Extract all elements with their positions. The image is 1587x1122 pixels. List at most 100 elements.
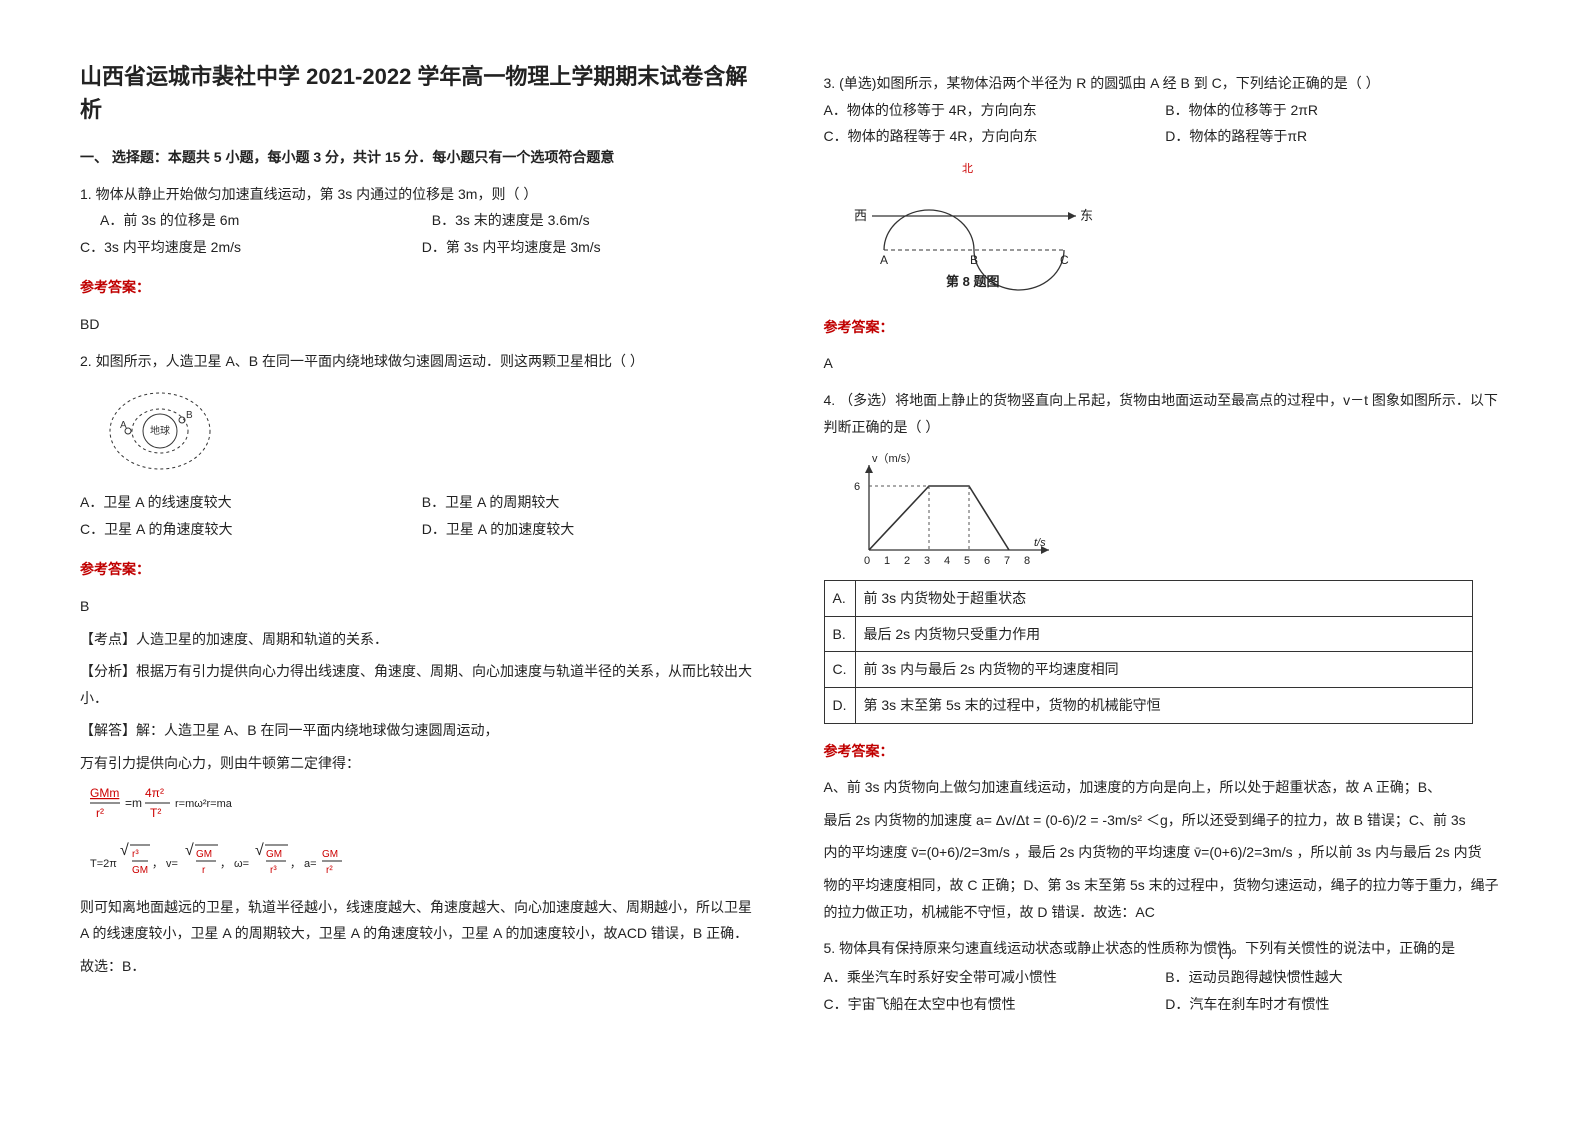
svg-text:r=mω²r=ma: r=mω²r=ma [175, 798, 233, 810]
svg-text:r³: r³ [270, 865, 277, 876]
q4-answer-label: 参考答案： [824, 738, 1508, 765]
q4-stem: 4. （多选）将地面上静止的货物竖直向上吊起，货物由地面运动至最高点的过程中，v… [824, 387, 1508, 440]
q2-opt-c: C．卫星 A 的角速度较大 [80, 516, 422, 543]
q3-opt-b: B．物体的位移等于 2πR [1165, 97, 1507, 124]
q2-jieda-3: 则可知离地面越远的卫星，轨道半径越小，线速度越大、角速度越大、向心加速度越大、周… [80, 894, 764, 947]
svg-text:r³: r³ [132, 849, 139, 860]
q3-opt-c: C．物体的路程等于 4R，方向向东 [824, 123, 1166, 150]
q2-jieda-4: 故选：B． [80, 953, 764, 980]
q3-figure: 北 西 东 A B C 第 8 题图 [844, 160, 1508, 300]
q4-explain-1: A、前 3s 内货物向上做匀加速直线运动，加速度的方向是向上，所以处于超重状态，… [824, 774, 1508, 801]
svg-text:C: C [1060, 253, 1069, 267]
svg-text:T²: T² [150, 806, 161, 820]
svg-text:GM: GM [322, 849, 338, 860]
q4-row-d-text: 第 3s 末至第 5s 末的过程中，货物的机械能守恒 [855, 687, 1472, 723]
q2-opt-b: B．卫星 A 的周期较大 [422, 489, 764, 516]
q4-options-table: A. 前 3s 内货物处于超重状态 B. 最后 2s 内货物只受重力作用 C. … [824, 580, 1473, 723]
svg-text:， a=: ， a= [290, 858, 317, 870]
svg-text:1: 1 [884, 555, 890, 567]
q2-jieda-2: 万有引力提供向心力，则由牛顿第二定律得： [80, 750, 764, 777]
q2-answer-label: 参考答案： [80, 556, 764, 583]
svg-text:GMm: GMm [90, 786, 119, 800]
svg-text:=m: =m [125, 796, 142, 810]
q1-opt-b: B．3s 末的速度是 3.6m/s [432, 207, 764, 234]
q2-opt-a: A．卫星 A 的线速度较大 [80, 489, 422, 516]
svg-text:T=2π: T=2π [90, 858, 117, 870]
q2-fenxi: 【分析】根据万有引力提供向心力得出线速度、角速度、周期、向心加速度与轨道半径的关… [80, 658, 764, 711]
svg-text:√: √ [255, 842, 264, 859]
table-row: D. 第 3s 末至第 5s 末的过程中，货物的机械能守恒 [824, 687, 1472, 723]
svg-text:5: 5 [964, 555, 970, 567]
q2-formula-1: GMm r² =m 4π² T² r=mω²r=ma [90, 783, 764, 832]
q5-opt-a: A．乘坐汽车时系好安全带可减小惯性 [824, 964, 1166, 991]
q1-answer-label: 参考答案： [80, 274, 764, 301]
svg-text:， ω=: ， ω= [220, 858, 249, 870]
svg-text:√: √ [185, 842, 194, 859]
q4-row-b-text: 最后 2s 内货物只受重力作用 [855, 616, 1472, 652]
q2-answer: B [80, 593, 764, 620]
q5-stem: 5. 物体具有保持原来匀速直线运动状态或静止状态的性质称为惯性。下列有关惯性的说… [824, 935, 1508, 962]
svg-text:√: √ [120, 842, 129, 859]
q3-stem: 3. (单选)如图所示，某物体沿两个半径为 R 的圆弧由 A 经 B 到 C，下… [824, 70, 1508, 97]
svg-text:4: 4 [944, 555, 950, 567]
exam-title: 山西省运城市裴社中学 2021-2022 学年高一物理上学期期末试卷含解析 [80, 60, 764, 126]
q5-opt-d: D．汽车在刹车时才有惯性 [1165, 991, 1507, 1018]
q4-figure: v（m/s） 6 0 1 2 3 4 5 6 7 8 t/s [844, 450, 1508, 570]
q4-explain-4: 物的平均速度相同，故 C 正确；D、第 3s 末至第 5s 末的过程中，货物匀速… [824, 872, 1508, 925]
svg-text:2: 2 [904, 555, 910, 567]
svg-text:东: 东 [1080, 208, 1093, 223]
svg-text:0: 0 [864, 555, 870, 567]
svg-text:GM: GM [266, 849, 282, 860]
q2-opt-d: D．卫星 A 的加速度较大 [422, 516, 764, 543]
q4-row-a-label: A. [824, 581, 855, 617]
svg-text:GM: GM [132, 865, 148, 876]
question-4: 4. （多选）将地面上静止的货物竖直向上吊起，货物由地面运动至最高点的过程中，v… [824, 387, 1508, 724]
svg-text:r²: r² [326, 865, 333, 876]
q1-answer: BD [80, 311, 764, 338]
right-column: 3. (单选)如图所示，某物体沿两个半径为 R 的圆弧由 A 经 B 到 C，下… [794, 60, 1538, 1062]
q5-opt-c: C．宇宙飞船在太空中也有惯性 [824, 991, 1166, 1018]
q3-answer-label: 参考答案： [824, 314, 1508, 341]
q1-stem: 1. 物体从静止开始做匀加速直线运动，第 3s 内通过的位移是 3m，则（ ） [80, 181, 764, 208]
svg-text:v（m/s）: v（m/s） [872, 452, 917, 465]
table-row: C. 前 3s 内与最后 2s 内货物的平均速度相同 [824, 652, 1472, 688]
svg-text:北: 北 [962, 162, 973, 175]
q3-opt-a: A．物体的位移等于 4R，方向向东 [824, 97, 1166, 124]
q3-opt-d: D．物体的路程等于πR [1165, 123, 1507, 150]
question-5: 5. 物体具有保持原来匀速直线运动状态或静止状态的性质称为惯性。下列有关惯性的说… [824, 935, 1508, 1017]
q2-jieda-1: 【解答】解：人造卫星 A、B 在同一平面内绕地球做匀速圆周运动， [80, 717, 764, 744]
table-row: B. 最后 2s 内货物只受重力作用 [824, 616, 1472, 652]
q4-explain-3: 内的平均速度 v̄=(0+6)/2=3m/s ，最后 2s 内货物的平均速度 v… [824, 839, 1508, 866]
q4-row-d-label: D. [824, 687, 855, 723]
svg-text:4π²: 4π² [145, 786, 164, 800]
svg-text:A: A [120, 420, 127, 431]
q1-opt-a: A．前 3s 的位移是 6m [100, 207, 432, 234]
q1-opt-c: C．3s 内平均速度是 2m/s [80, 234, 422, 261]
q1-opt-d: D．第 3s 内平均速度是 3m/s [422, 234, 764, 261]
svg-text:6: 6 [854, 481, 860, 493]
left-column: 山西省运城市裴社中学 2021-2022 学年高一物理上学期期末试卷含解析 一、… [50, 60, 794, 1062]
q5-opt-b: B．运动员跑得越快惯性越大 [1165, 964, 1507, 991]
svg-text:第 8 题图: 第 8 题图 [946, 274, 999, 289]
svg-text:地球: 地球 [150, 424, 170, 437]
svg-text:7: 7 [1004, 555, 1010, 567]
svg-text:GM: GM [196, 849, 212, 860]
q4-row-c-label: C. [824, 652, 855, 688]
svg-text:r: r [202, 865, 206, 876]
svg-text:6: 6 [984, 555, 990, 567]
q4-row-b-label: B. [824, 616, 855, 652]
q3-answer: A [824, 350, 1508, 377]
question-2: 2. 如图所示，人造卫星 A、B 在同一平面内绕地球做匀速圆周运动．则这两颗卫星… [80, 348, 764, 543]
q2-figure: A 地球 B [100, 384, 764, 479]
question-1: 1. 物体从静止开始做匀加速直线运动，第 3s 内通过的位移是 3m，则（ ） … [80, 181, 764, 261]
svg-text:3: 3 [924, 555, 930, 567]
svg-text:B: B [186, 410, 193, 421]
svg-text:A: A [880, 253, 888, 267]
svg-text:r²: r² [96, 806, 104, 820]
q2-formula-2: T=2π √ r³ GM ， v= √ GM r ， ω= √ GM r³ ， … [90, 835, 764, 888]
svg-text:西: 西 [854, 208, 867, 223]
q2-kaodian: 【考点】人造卫星的加速度、周期和轨道的关系． [80, 626, 764, 653]
svg-text:t/s: t/s [1034, 537, 1046, 549]
q4-row-c-text: 前 3s 内与最后 2s 内货物的平均速度相同 [855, 652, 1472, 688]
question-3: 3. (单选)如图所示，某物体沿两个半径为 R 的圆弧由 A 经 B 到 C，下… [824, 70, 1508, 300]
